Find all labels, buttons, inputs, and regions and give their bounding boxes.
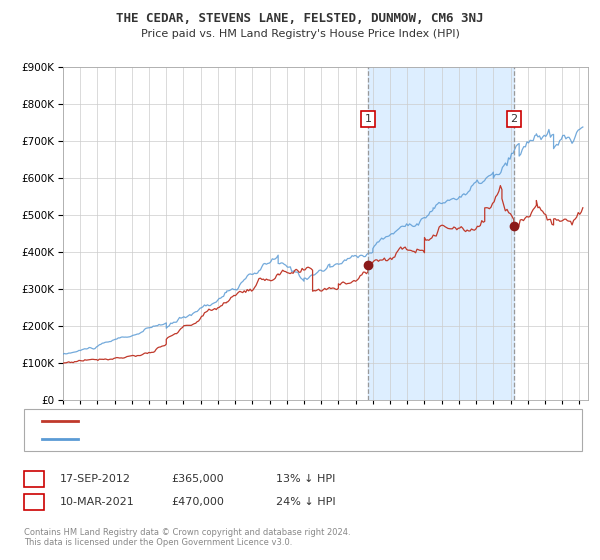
Text: THE CEDAR, STEVENS LANE, FELSTED, DUNMOW, CM6 3NJ (detached house): THE CEDAR, STEVENS LANE, FELSTED, DUNMOW… [82, 416, 458, 426]
Text: 13% ↓ HPI: 13% ↓ HPI [276, 474, 335, 484]
Text: 17-SEP-2012: 17-SEP-2012 [60, 474, 131, 484]
Text: 24% ↓ HPI: 24% ↓ HPI [276, 497, 335, 507]
Text: £365,000: £365,000 [171, 474, 224, 484]
Text: 1: 1 [365, 114, 371, 124]
Text: 2: 2 [31, 497, 37, 507]
Text: Price paid vs. HM Land Registry's House Price Index (HPI): Price paid vs. HM Land Registry's House … [140, 29, 460, 39]
Text: This data is licensed under the Open Government Licence v3.0.: This data is licensed under the Open Gov… [24, 538, 292, 547]
Text: £470,000: £470,000 [171, 497, 224, 507]
Text: THE CEDAR, STEVENS LANE, FELSTED, DUNMOW, CM6 3NJ: THE CEDAR, STEVENS LANE, FELSTED, DUNMOW… [116, 12, 484, 25]
Text: 2: 2 [510, 114, 517, 124]
Text: HPI: Average price, detached house, Uttlesford: HPI: Average price, detached house, Uttl… [82, 434, 311, 444]
Bar [368, 67, 514, 400]
Text: Contains HM Land Registry data © Crown copyright and database right 2024.: Contains HM Land Registry data © Crown c… [24, 528, 350, 536]
Text: 10-MAR-2021: 10-MAR-2021 [60, 497, 135, 507]
Text: 1: 1 [31, 474, 37, 484]
